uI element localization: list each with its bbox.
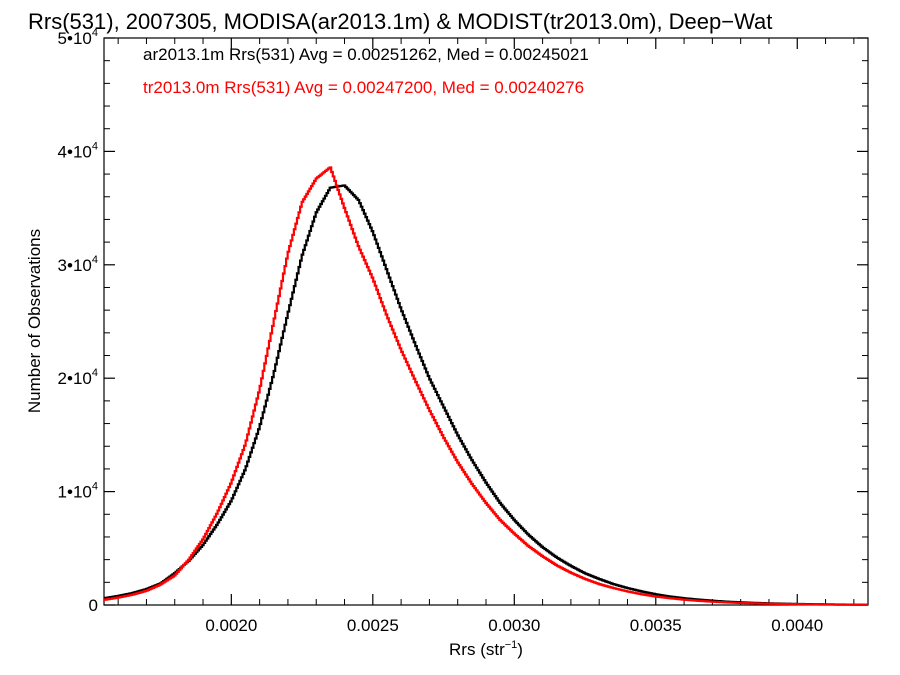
legend-entry-tr2013: tr2013.0m Rrs(531) Avg = 0.00247200, Med… — [143, 78, 584, 97]
series-tr2013-histogram — [104, 166, 868, 606]
x-tick-label: 0.0020 — [205, 616, 257, 635]
x-axis-label: Rrs (str−1) — [449, 639, 523, 659]
y-tick-label: 4•104 — [58, 140, 98, 161]
y-tick-mantissa: 1•10 — [58, 483, 92, 502]
y-tick-exponent: 4 — [92, 254, 98, 266]
y-tick-label: 3•104 — [58, 254, 98, 275]
x-tick-label: 0.0030 — [488, 616, 540, 635]
series-ar2013-histogram — [104, 184, 868, 606]
x-axis-ticks: 0.0020 0.0025 0.0030 0.0035 0.0040 — [117, 38, 855, 635]
x-axis-label-base: Rrs (str — [449, 640, 505, 659]
y-tick-mantissa: 0 — [89, 596, 98, 615]
x-tick-label: 0.0025 — [347, 616, 399, 635]
y-tick-mantissa: 4•10 — [58, 142, 92, 161]
y-tick-mantissa: 5•10 — [58, 29, 92, 48]
x-axis-label-suffix: ) — [517, 640, 523, 659]
y-tick-label: 5•104 — [58, 27, 98, 48]
x-axis-label-superscript: −1 — [505, 639, 518, 651]
series-layer — [104, 166, 868, 606]
y-tick-mantissa: 3•10 — [58, 256, 92, 275]
legend-entry-ar2013: ar2013.1m Rrs(531) Avg = 0.00251262, Med… — [143, 45, 589, 64]
y-tick-label: 2•104 — [58, 367, 98, 388]
chart-title: Rrs(531), 2007305, MODISA(ar2013.1m) & M… — [28, 9, 772, 34]
x-tick-label: 0.0040 — [771, 616, 823, 635]
y-tick-exponent: 4 — [92, 481, 98, 493]
y-tick-exponent: 4 — [92, 140, 98, 152]
y-tick-label: 0 — [89, 596, 98, 615]
y-tick-label: 1•104 — [58, 481, 98, 502]
y-tick-mantissa: 2•10 — [58, 369, 92, 388]
y-tick-exponent: 4 — [92, 367, 98, 379]
x-tick-label: 0.0035 — [630, 616, 682, 635]
y-axis-label: Number of Observations — [25, 229, 44, 413]
y-tick-exponent: 4 — [92, 27, 98, 39]
